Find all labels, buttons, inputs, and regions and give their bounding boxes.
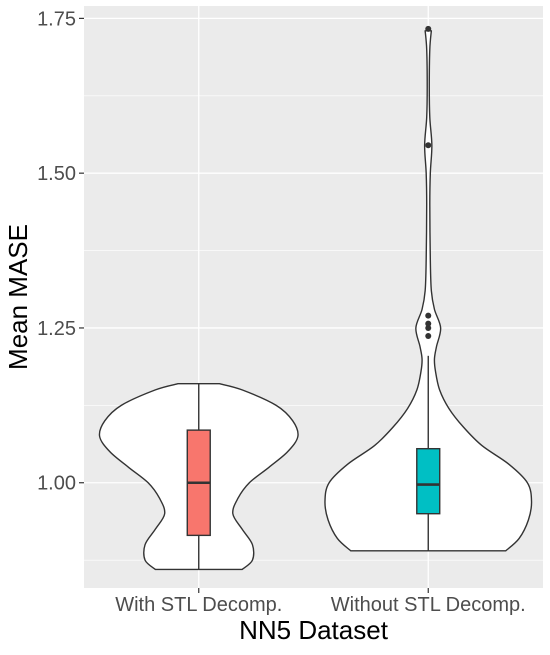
outlier-point xyxy=(425,142,432,149)
outlier-point xyxy=(425,312,432,319)
y-tick-label: 1.75 xyxy=(37,8,76,30)
y-tick-label: 1.25 xyxy=(37,318,76,340)
x-axis-title: NN5 Dataset xyxy=(239,615,389,645)
outlier-point xyxy=(425,324,432,331)
x-axis: With STL Decomp. Without STL Decomp. xyxy=(115,588,526,616)
y-axis: 1.00 1.25 1.50 1.75 xyxy=(37,8,84,495)
boxplots xyxy=(186,25,441,570)
x-tick-label: With STL Decomp. xyxy=(115,594,282,616)
outlier-point xyxy=(425,25,432,32)
box-1 xyxy=(416,447,441,515)
y-tick-label: 1.00 xyxy=(37,473,76,495)
outlier-point xyxy=(425,320,432,327)
x-tick-label: Without STL Decomp. xyxy=(331,594,526,616)
violin-1 xyxy=(324,30,533,552)
y-tick-label: 1.50 xyxy=(37,163,76,185)
outlier-point xyxy=(425,333,432,340)
y-axis-title: Mean MASE xyxy=(3,224,33,370)
